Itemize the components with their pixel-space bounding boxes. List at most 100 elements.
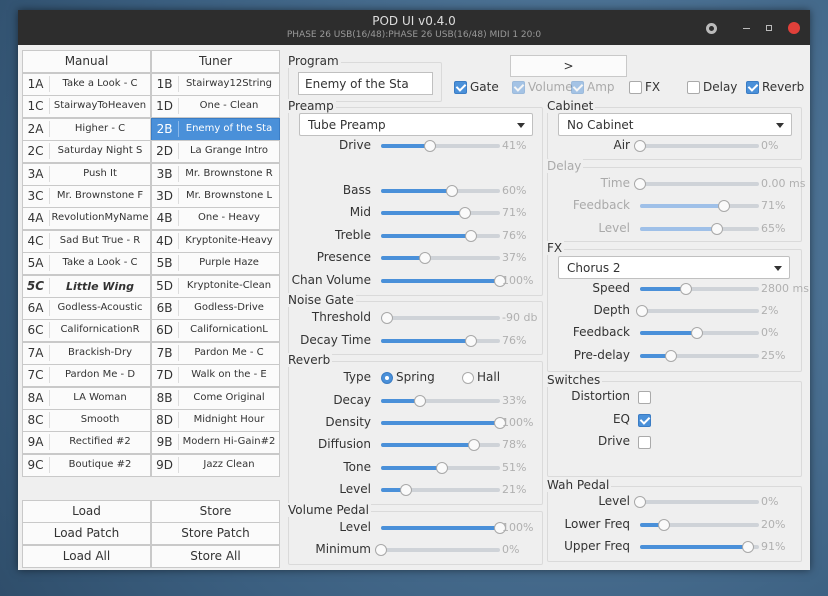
slider-fill [381,443,474,447]
file-button[interactable]: Store Patch [151,522,280,546]
slider-value: 100% [502,274,534,287]
program-name: Boutique #2 [68,458,132,470]
combo-box[interactable]: Chorus 2 [558,256,790,279]
settings-icon[interactable] [706,23,717,34]
program-name: Jazz Clean [203,458,255,470]
checkbox-label: Volume [528,80,573,94]
control-label: Treble [335,228,371,242]
control-label: Level [339,482,371,496]
slider-handle[interactable] [494,522,506,534]
slider-handle[interactable] [691,327,704,339]
slider-handle[interactable] [680,283,693,295]
program-id: 5A [27,256,44,271]
program-id: 8C [27,413,44,427]
program-name: Kryptonite-Heavy [185,234,273,246]
slider-fill [640,331,698,335]
slider-handle[interactable] [664,350,677,362]
program-id: 4C [27,233,44,248]
program-name: Pardon Me - C [194,346,264,358]
slider-handle[interactable] [380,312,393,324]
program-id: 5D [156,278,173,293]
slider-handle[interactable] [459,207,472,219]
slider-track [640,144,759,148]
separator [178,165,179,182]
slider-track [640,309,759,313]
program-button[interactable] [151,453,280,477]
slider-handle[interactable] [399,484,412,496]
checkbox[interactable] [687,81,700,94]
slider-handle [634,178,646,190]
radio-label: Spring [396,370,435,384]
slider-handle[interactable] [423,140,436,152]
slider-fill [381,211,466,215]
slider-track [381,548,500,552]
program-id: 2B [156,121,173,136]
checkbox[interactable] [454,81,467,94]
file-button[interactable]: Load [22,500,151,523]
slider-handle[interactable] [494,417,506,429]
slider-value: 91% [761,540,786,553]
slider-track [640,287,759,291]
group-title: FX [547,241,565,255]
slider-track [640,354,759,358]
file-button[interactable]: Load All [22,544,151,568]
slider-value: 0% [761,495,779,508]
combo-arrow [774,266,782,271]
checkbox[interactable] [638,414,651,427]
slider-handle[interactable] [467,439,480,451]
checkbox[interactable] [638,391,651,404]
combo-box[interactable]: Tube Preamp [299,113,533,136]
tab[interactable]: Manual [22,50,151,73]
program-name-input[interactable]: Enemy of the Sta [298,72,433,95]
group-frame [547,249,802,372]
program-id: 8B [156,390,173,405]
separator [178,456,179,473]
slider-handle[interactable] [636,305,649,317]
slider-fill [381,526,500,530]
program-name: Kryptonite-Clean [186,279,272,291]
program-id: 2C [27,144,44,159]
radio-button[interactable] [462,372,474,384]
program-name: Saturday Night S [57,145,143,157]
checkbox[interactable] [746,81,759,94]
file-button[interactable]: Load Patch [22,522,151,546]
program-button[interactable] [22,453,151,477]
slider-handle[interactable] [494,275,506,287]
program-id: 3A [27,166,44,181]
separator [178,255,179,272]
slider-track [381,399,500,403]
program-name: Mr. Brownstone L [185,190,273,201]
next-button[interactable]: > [510,55,627,77]
maximize-button[interactable] [766,25,772,31]
checkbox[interactable] [629,81,642,94]
slider-fill [640,354,671,358]
slider-handle[interactable] [634,496,646,508]
slider-track [381,144,500,148]
slider-handle[interactable] [419,252,432,264]
tab[interactable]: Tuner [151,50,280,73]
control-label: Lower Freq [564,517,630,531]
control-label: Type [343,370,371,384]
slider-handle[interactable] [634,140,646,152]
slider-handle[interactable] [435,462,448,474]
program-id: 8A [27,390,44,405]
slider-handle[interactable] [446,185,459,197]
slider-handle[interactable] [465,230,478,242]
program-id: 1A [27,77,44,91]
minimize-button[interactable] [743,28,750,29]
slider-handle[interactable] [465,335,478,347]
checkbox[interactable] [638,436,651,449]
combo-box[interactable]: No Cabinet [558,113,792,136]
slider-handle[interactable] [742,541,755,553]
control-label: Speed [592,281,630,295]
control-label: Chan Volume [291,273,371,287]
slider-handle[interactable] [414,395,427,407]
program-name: One - Heavy [198,212,260,224]
slider-track [640,182,759,186]
slider-handle[interactable] [375,544,387,556]
file-button[interactable]: Store [151,500,280,523]
close-button[interactable] [788,22,800,34]
file-button[interactable]: Store All [151,544,280,568]
program-id: 2A [27,121,44,136]
slider-handle[interactable] [657,519,670,531]
